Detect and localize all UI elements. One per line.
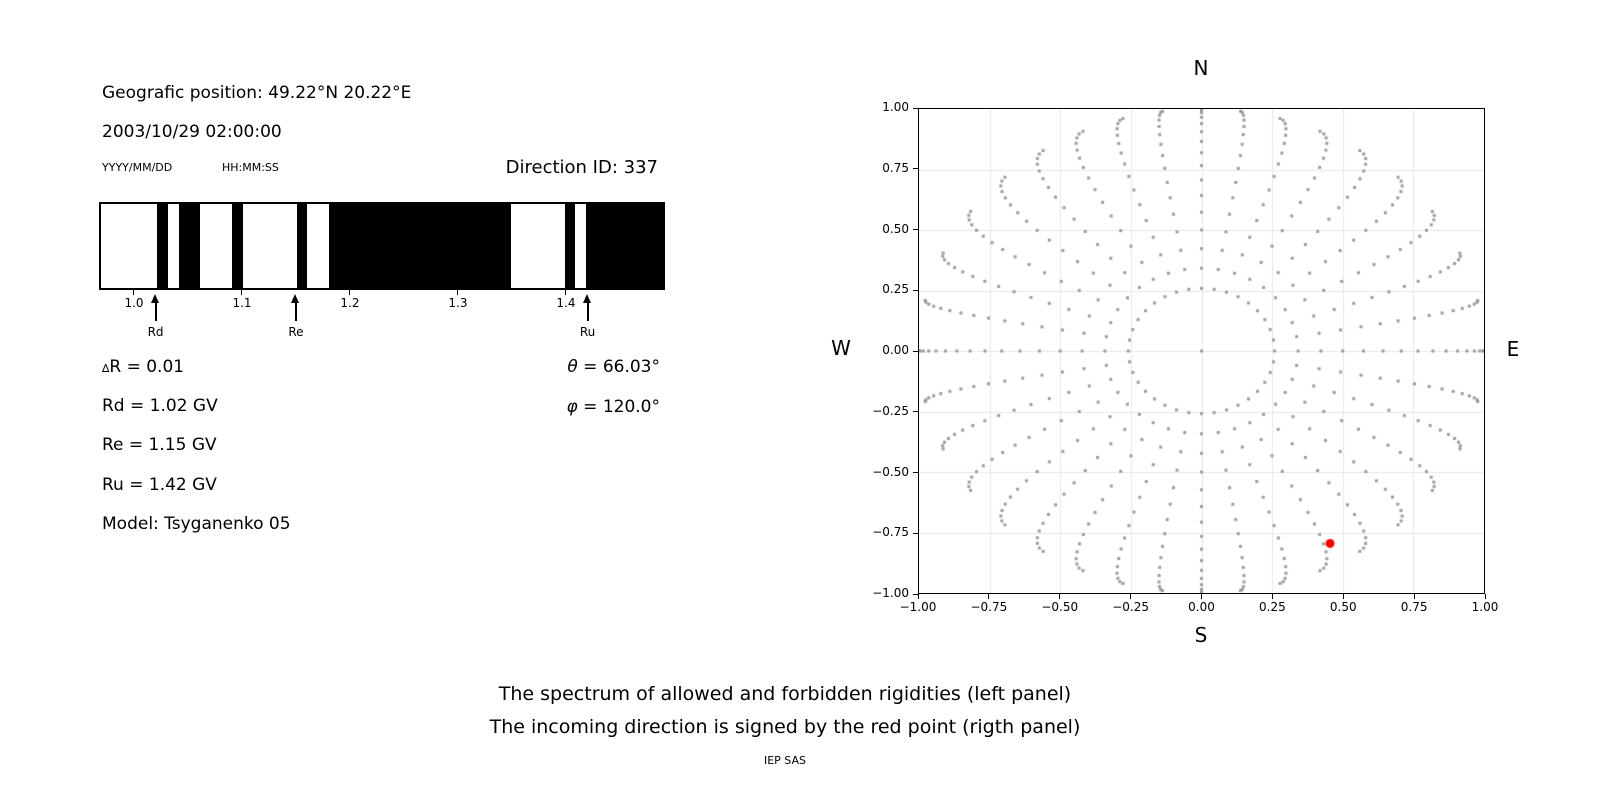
x-tick-label: 0.00 <box>1188 600 1215 614</box>
y-tick-label: 0.25 <box>882 282 909 297</box>
ru-value: Ru = 1.42 GV <box>102 475 217 495</box>
y-tick-mark <box>913 289 918 291</box>
rd-value: Rd = 1.02 GV <box>102 396 218 416</box>
datetime-label: 2003/10/29 02:00:00 <box>102 122 282 142</box>
geographic-position-label: Geografic position: 49.22°N 20.22°E <box>102 83 412 103</box>
y-tick-label: −0.25 <box>872 403 909 418</box>
y-tick-mark <box>913 532 918 534</box>
forbidden-rigidity-band <box>564 204 576 288</box>
rigidity-tick-mark <box>349 290 351 295</box>
compass-east-label: E <box>1506 337 1520 361</box>
theta-symbol: θ <box>567 357 578 377</box>
x-tick-mark <box>1413 594 1415 599</box>
rigidity-marker-arrowhead <box>151 294 160 303</box>
phi-symbol: φ <box>566 397 578 417</box>
x-tick-label: −0.75 <box>970 600 1008 614</box>
x-tick-label: −0.50 <box>1041 600 1079 614</box>
rigidity-marker-label: Re <box>288 325 304 339</box>
y-tick-label: −1.00 <box>872 586 909 600</box>
compass-west-label: W <box>831 336 851 360</box>
y-tick-mark <box>913 229 918 230</box>
re-value: Re = 1.15 GV <box>102 435 217 455</box>
rigidity-tick-mark <box>241 290 243 295</box>
rigidity-tick-label: 1.4 <box>556 296 576 310</box>
direction-plot-frame <box>918 108 1485 594</box>
rigidity-tick-label: 1.2 <box>340 296 360 310</box>
y-tick-label: −0.50 <box>872 464 909 479</box>
caption-line-1: The spectrum of allowed and forbidden ri… <box>498 683 1072 705</box>
rigidity-marker-arrow-stem <box>586 302 589 321</box>
direction-id-label: Direction ID: 337 <box>505 157 658 178</box>
x-tick-label: 1.00 <box>1471 600 1499 614</box>
rigidity-tick-label: 1.0 <box>124 296 144 310</box>
y-tick-mark <box>913 107 918 109</box>
rigidity-marker-arrow-stem <box>154 302 157 321</box>
delta-symbol: ∆ <box>102 362 110 375</box>
time-format-hint: HH:MM:SS <box>222 161 279 174</box>
x-tick-mark <box>917 594 919 599</box>
x-tick-label: 0.50 <box>1329 600 1357 614</box>
forbidden-rigidity-band <box>178 204 201 288</box>
x-tick-mark <box>988 594 990 599</box>
rigidity-marker-arrowhead <box>291 294 300 303</box>
x-tick-label: −1.00 <box>899 600 937 614</box>
rigidity-tick-label: 1.1 <box>232 296 252 310</box>
y-tick-label: 0.50 <box>882 221 909 236</box>
x-tick-mark <box>1271 594 1273 599</box>
rigidity-tick-label: 1.3 <box>448 296 468 310</box>
rigidity-tick-mark <box>565 290 567 295</box>
compass-south-label: S <box>1194 623 1208 647</box>
forbidden-rigidity-band <box>296 204 308 288</box>
rigidity-tick-mark <box>457 290 459 295</box>
delta-r-value: ∆R = 0.01 <box>102 357 185 377</box>
x-tick-label: 0.75 <box>1400 600 1428 614</box>
y-tick-mark <box>913 411 918 413</box>
y-tick-mark <box>913 168 918 170</box>
phi-value: φ = 120.0° <box>566 397 660 417</box>
y-tick-label: 0.00 <box>882 343 909 357</box>
y-tick-mark <box>913 472 918 473</box>
x-tick-mark <box>1059 594 1061 599</box>
compass-north-label: N <box>1193 56 1209 80</box>
x-tick-label: −0.25 <box>1112 600 1150 614</box>
rigidity-marker-arrowhead <box>583 294 592 303</box>
forbidden-rigidity-band <box>586 204 663 288</box>
forbidden-rigidity-band <box>328 204 512 288</box>
y-tick-mark <box>913 593 918 595</box>
y-tick-label: 0.75 <box>882 160 909 175</box>
forbidden-rigidity-band <box>232 204 243 288</box>
caption-line-2: The incoming direction is signed by the … <box>489 716 1081 738</box>
rigidity-marker-label: Rd <box>147 325 164 339</box>
rigidity-spectrum-panel <box>99 202 665 290</box>
x-tick-mark <box>1201 594 1202 599</box>
direction-scatter-canvas <box>919 109 1484 593</box>
y-tick-mark <box>913 350 918 352</box>
rigidity-marker-arrow-stem <box>294 302 297 321</box>
y-tick-label: 1.00 <box>882 100 909 114</box>
rigidity-marker-label: Ru <box>579 325 596 339</box>
model-label: Model: Tsyganenko 05 <box>102 514 291 534</box>
rigidity-tick-mark <box>133 290 135 295</box>
x-tick-mark <box>1130 594 1132 599</box>
forbidden-rigidity-band <box>157 204 168 288</box>
y-tick-label: −0.75 <box>872 525 909 540</box>
credit-label: IEP SAS <box>763 754 807 767</box>
x-tick-label: 0.25 <box>1259 600 1286 614</box>
theta-value: θ = 66.03° <box>567 357 660 377</box>
x-tick-mark <box>1484 594 1486 599</box>
date-format-hint: YYYY/MM/DD <box>102 161 173 174</box>
x-tick-mark <box>1342 594 1344 599</box>
